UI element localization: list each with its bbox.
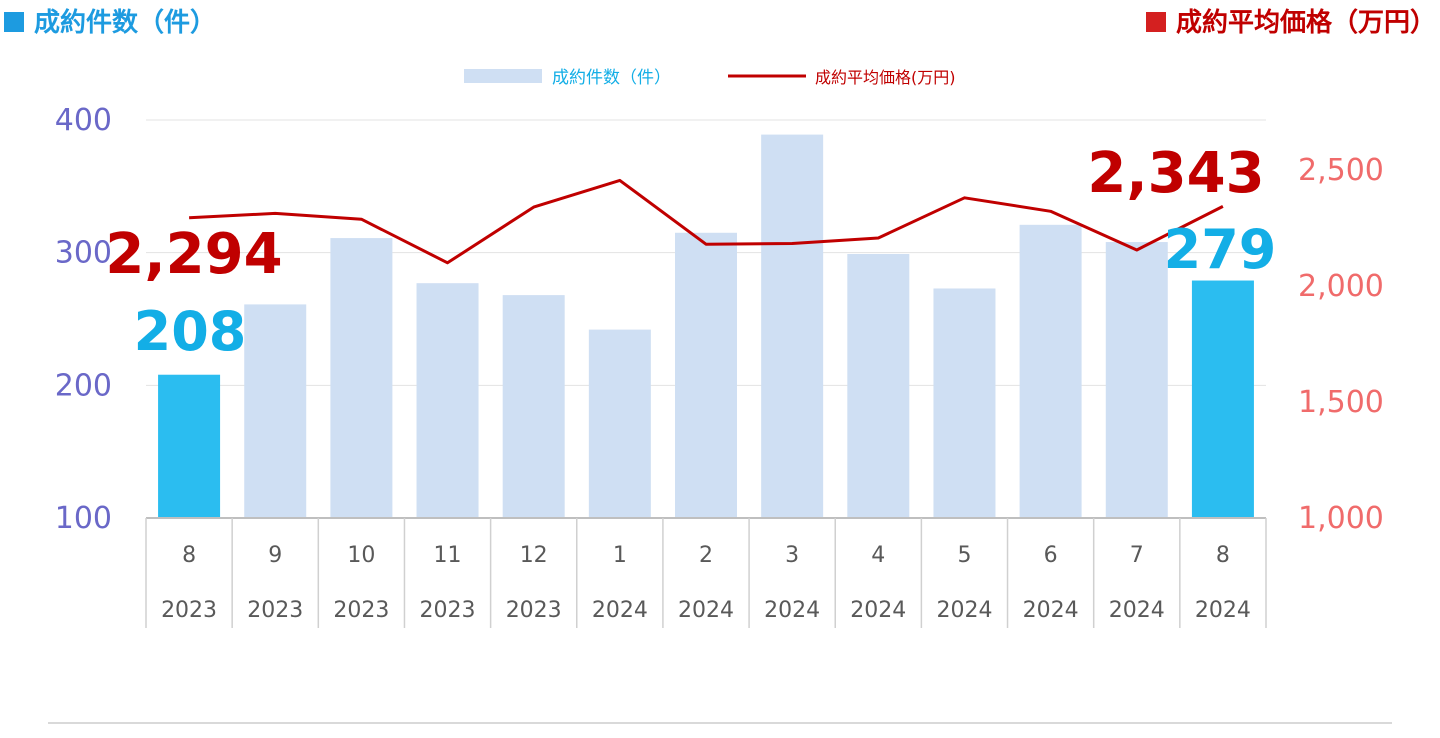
- y-right-tick-label: 1,500: [1298, 385, 1384, 420]
- x-tick-label-month: 8: [182, 543, 196, 568]
- x-tick-label-month: 5: [957, 543, 971, 568]
- x-tick-label-year: 2024: [764, 598, 820, 623]
- x-tick-label-year: 2023: [333, 598, 389, 623]
- y-right-tick-label: 2,000: [1298, 269, 1384, 304]
- x-tick-label-month: 7: [1130, 543, 1144, 568]
- x-tick-label-year: 2023: [506, 598, 562, 623]
- bar: [847, 253, 910, 518]
- bar: [675, 232, 737, 518]
- bar: [158, 374, 221, 518]
- x-tick-label-year: 2024: [592, 598, 648, 623]
- y-left-tick-label: 200: [55, 368, 112, 403]
- x-tick-label-year: 2023: [161, 598, 217, 623]
- bar: [1105, 242, 1168, 518]
- x-tick-label-month: 9: [268, 543, 282, 568]
- bottom-divider: [48, 722, 1392, 724]
- right-axis-header-text: 成約平均価格（万円）: [1175, 8, 1436, 38]
- bar: [502, 295, 565, 518]
- y-right-tick-label: 2,500: [1298, 153, 1384, 188]
- x-tick-label-month: 3: [785, 543, 799, 568]
- x-tick-label-month: 6: [1044, 543, 1058, 568]
- bar: [933, 288, 996, 518]
- callout-last-count: 279: [1164, 218, 1277, 281]
- x-tick-label-month: 11: [434, 543, 462, 568]
- bar: [416, 283, 479, 518]
- price-line: [189, 178, 1224, 265]
- x-tick-label-year: 2024: [936, 598, 992, 623]
- x-tick-label-year: 2024: [1109, 598, 1165, 623]
- x-tick-label-month: 1: [613, 543, 627, 568]
- bars: [158, 134, 1254, 519]
- callout-first-price: 2,294: [105, 222, 282, 287]
- x-tick-label-month: 4: [871, 543, 885, 568]
- x-tick-label-month: 8: [1216, 543, 1230, 568]
- price-square-icon: [1145, 12, 1166, 32]
- count-square-icon: [4, 12, 24, 32]
- left-axis-header: 成約件数（件）: [4, 2, 216, 39]
- bar: [1019, 224, 1082, 518]
- bar: [330, 238, 393, 518]
- x-tick-label-year: 2024: [850, 598, 906, 623]
- left-axis-header-text: 成約件数（件）: [34, 8, 217, 38]
- axes: 8 2023 9 2023 10 2023 11 2023 12 2023 1 2024 2 2024 3 2…: [55, 103, 1384, 628]
- legend-swatch-count: [464, 69, 542, 83]
- y-left-tick-label: 400: [55, 103, 112, 138]
- legend-label-price: 成約平均価格(万円): [815, 68, 956, 87]
- callouts: 2,294 208 2,343 279: [105, 141, 1276, 363]
- x-tick-label-month: 12: [520, 543, 548, 568]
- legend: 成約件数（件） 成約平均価格(万円): [464, 68, 956, 88]
- x-tick-label-month: 10: [347, 543, 375, 568]
- callout-first-count: 208: [134, 300, 247, 363]
- right-axis-header: 成約平均価格（万円）: [1145, 2, 1436, 39]
- x-tick-label-year: 2024: [678, 598, 734, 623]
- x-tick-label-year: 2024: [1195, 598, 1251, 623]
- x-tick-label-year: 2024: [1023, 598, 1079, 623]
- x-tick-label-year: 2023: [420, 598, 476, 623]
- bar: [1191, 280, 1254, 518]
- y-right-tick-label: 1,000: [1298, 501, 1384, 536]
- x-tick-label-year: 2023: [247, 598, 303, 623]
- bar: [761, 134, 824, 519]
- price-line-layer: [189, 178, 1224, 265]
- bar: [244, 304, 307, 518]
- callout-last-price: 2,343: [1087, 141, 1264, 206]
- y-left-tick-label: 300: [55, 236, 112, 271]
- bar: [588, 329, 651, 518]
- x-tick-label-month: 2: [699, 543, 713, 568]
- legend-label-count: 成約件数（件）: [552, 68, 671, 88]
- y-left-tick-label: 100: [55, 501, 112, 536]
